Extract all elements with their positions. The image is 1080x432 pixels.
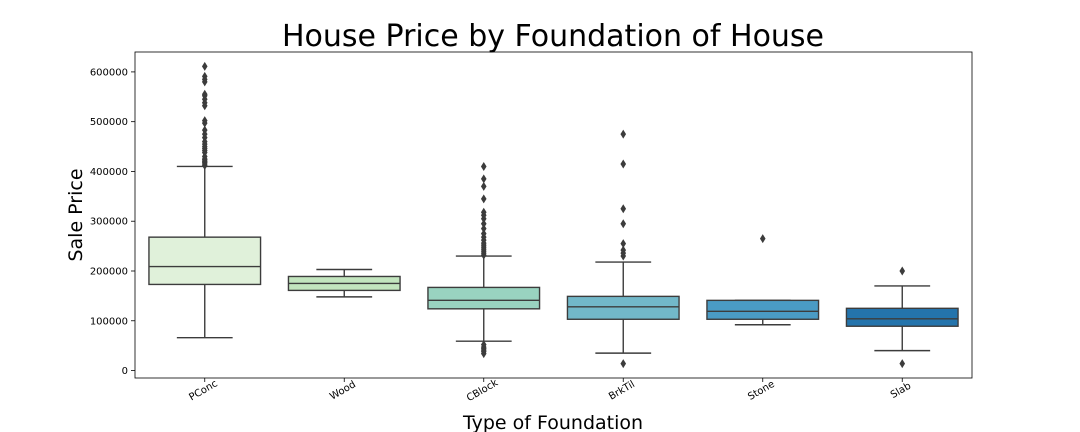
box-iqr [566, 295, 680, 320]
outlier-point [201, 71, 208, 81]
outlier-point [620, 219, 627, 229]
outlier-point [201, 116, 208, 126]
box-pconc [148, 61, 262, 339]
box-stone [706, 234, 820, 326]
x-tick-label: CBlock [465, 377, 500, 404]
box-iqr [706, 299, 820, 320]
outlier-point [620, 245, 627, 255]
box-cblock [427, 161, 541, 359]
outlier-point [201, 61, 208, 71]
x-tick-label: PConc [187, 378, 219, 403]
box-iqr [845, 307, 959, 327]
box-wood [287, 268, 401, 298]
outlier-point [480, 224, 487, 234]
x-tick-label: Stone [746, 379, 777, 403]
plot-frame [134, 51, 973, 379]
y-tick-label: 0 [122, 366, 128, 377]
y-tick-label: 500000 [90, 117, 128, 128]
boxes-group [148, 61, 959, 369]
y-tick-label: 200000 [90, 266, 128, 277]
y-tick-label: 300000 [90, 217, 128, 228]
chart-title: House Price by Foundation of House [282, 19, 824, 54]
outlier-point [480, 161, 487, 171]
outlier-point [480, 340, 487, 350]
x-tick-label: Slab [889, 381, 913, 401]
box-iqr [427, 286, 541, 310]
x-tick-label: Wood [328, 379, 358, 402]
outlier-point [480, 229, 487, 239]
outlier-point [480, 194, 487, 204]
box-brktil [566, 129, 680, 369]
outlier-point [620, 204, 627, 214]
outlier-point [480, 207, 487, 217]
outlier-point [899, 266, 906, 276]
outlier-point [480, 174, 487, 184]
y-axis-label: Sale Price [65, 168, 87, 261]
outlier-point [899, 359, 906, 369]
y-tick-label: 600000 [90, 67, 128, 78]
x-tick-label: BrkTil [607, 379, 637, 403]
outlier-point [620, 239, 627, 249]
box-iqr [148, 236, 262, 286]
outlier-point [620, 359, 627, 369]
outlier-point [480, 181, 487, 191]
y-tick-label: 100000 [90, 316, 128, 327]
y-axis: 0 100000 200000 300000 400000 500000 600000 [90, 67, 135, 377]
outlier-point [620, 129, 627, 139]
y-tick-label: 400000 [90, 167, 128, 178]
outlier-point [201, 89, 208, 99]
outlier-point [201, 125, 208, 135]
x-axis-label: Type of Foundation [462, 412, 643, 432]
box-slab [845, 266, 959, 369]
x-axis: PConc Wood CBlock BrkTil Stone Slab [187, 377, 913, 404]
outlier-point [620, 159, 627, 169]
outlier-point [480, 219, 487, 229]
outlier-point [759, 234, 766, 244]
